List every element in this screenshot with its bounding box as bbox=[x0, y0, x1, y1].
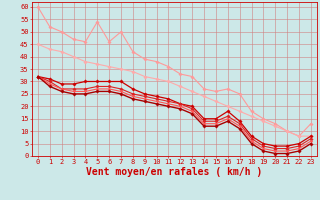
X-axis label: Vent moyen/en rafales ( km/h ): Vent moyen/en rafales ( km/h ) bbox=[86, 167, 262, 177]
